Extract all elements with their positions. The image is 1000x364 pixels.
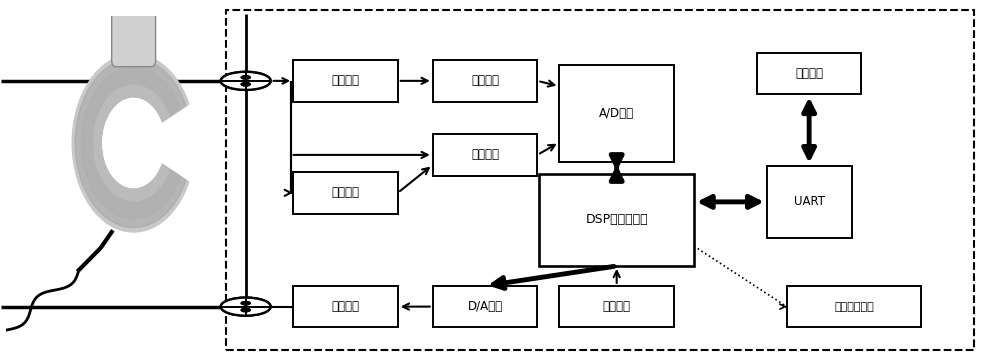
FancyBboxPatch shape xyxy=(433,286,537,327)
Text: 无线通讯: 无线通讯 xyxy=(795,67,823,80)
Circle shape xyxy=(241,308,250,312)
Text: 电压放大: 电压放大 xyxy=(471,149,499,161)
Circle shape xyxy=(241,83,250,86)
Circle shape xyxy=(241,301,250,305)
Circle shape xyxy=(241,76,250,79)
FancyBboxPatch shape xyxy=(757,53,861,94)
Text: A/D转换: A/D转换 xyxy=(599,107,634,120)
Circle shape xyxy=(221,72,271,90)
FancyBboxPatch shape xyxy=(293,60,398,102)
Circle shape xyxy=(221,72,271,90)
Text: 电流放大: 电流放大 xyxy=(471,74,499,87)
Text: 功放单元: 功放单元 xyxy=(331,300,359,313)
Circle shape xyxy=(221,298,271,316)
FancyBboxPatch shape xyxy=(293,172,398,214)
Text: DSP数字处理器: DSP数字处理器 xyxy=(585,213,648,226)
Text: 仪用电源: 仪用电源 xyxy=(603,300,631,313)
Circle shape xyxy=(241,301,250,305)
FancyBboxPatch shape xyxy=(559,64,674,162)
Text: 键盘及指示灯: 键盘及指示灯 xyxy=(834,302,874,312)
FancyBboxPatch shape xyxy=(559,286,674,327)
Text: D/A转换: D/A转换 xyxy=(467,300,503,313)
FancyBboxPatch shape xyxy=(433,60,537,102)
Circle shape xyxy=(241,76,250,79)
Text: 电流通路: 电流通路 xyxy=(331,74,359,87)
Circle shape xyxy=(221,298,271,316)
Text: 电压通路: 电压通路 xyxy=(331,186,359,199)
FancyBboxPatch shape xyxy=(767,166,852,238)
FancyBboxPatch shape xyxy=(293,286,398,327)
FancyBboxPatch shape xyxy=(787,286,921,327)
Text: UART: UART xyxy=(794,195,825,208)
Circle shape xyxy=(241,83,250,86)
Circle shape xyxy=(241,308,250,312)
FancyBboxPatch shape xyxy=(433,134,537,176)
FancyBboxPatch shape xyxy=(539,174,694,266)
